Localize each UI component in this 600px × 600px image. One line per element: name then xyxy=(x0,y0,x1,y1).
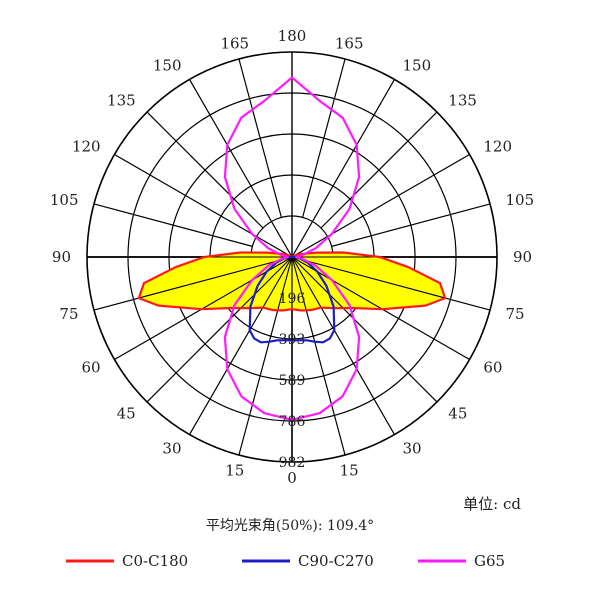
grid-spoke xyxy=(291,79,396,258)
grid-spoke xyxy=(238,296,282,456)
angle-tick-labels: 0 15 15 30 30 45 45 60 60 75 75 90 90 105 105 120 120 135… xyxy=(50,27,534,487)
fill-spoke xyxy=(138,256,293,311)
angle-tick-label: 165 xyxy=(220,35,249,53)
angle-tick-label: 75 xyxy=(59,305,78,323)
grid-spoke xyxy=(146,111,264,229)
radial-tick-label: 786 xyxy=(279,414,306,430)
angle-tick-label: 150 xyxy=(153,57,182,75)
angle-tick-label: 135 xyxy=(448,92,477,110)
fill-spoke xyxy=(291,256,395,311)
grid-spoke xyxy=(238,58,282,218)
angle-tick-label: 15 xyxy=(225,462,244,480)
fill-spoke xyxy=(189,256,293,311)
radial-tick-label: 393 xyxy=(279,332,306,348)
legend-label-c0-c180: C0-C180 xyxy=(122,552,188,570)
angle-tick-label: 90 xyxy=(513,248,532,266)
angle-tick-label: 75 xyxy=(506,305,525,323)
grid-spoke xyxy=(302,58,346,218)
fill-spoke xyxy=(146,256,293,311)
grid-spoke xyxy=(188,79,293,258)
unit-label: 单位: cd xyxy=(463,495,521,513)
angle-tick-label: 135 xyxy=(107,92,136,110)
legend-label-g65: G65 xyxy=(474,552,505,570)
angle-tick-label: 120 xyxy=(72,138,101,156)
radial-tick-labels: 196 393 589 786 982 xyxy=(279,291,306,471)
angle-tick-label: 165 xyxy=(335,35,364,53)
grid-spoke xyxy=(320,111,438,229)
angle-tick-label: 105 xyxy=(50,191,79,209)
grid-spoke xyxy=(114,153,293,258)
grid-spoke xyxy=(291,153,470,258)
angle-tick-label: 45 xyxy=(448,404,467,422)
legend-label-c90-c270: C90-C270 xyxy=(298,552,374,570)
angle-tick-label: 30 xyxy=(403,439,422,457)
fill-spoke xyxy=(291,256,446,311)
angle-tick-label: 0 xyxy=(287,469,297,487)
radial-tick-label: 982 xyxy=(279,455,306,471)
angle-tick-label: 30 xyxy=(162,439,181,457)
angle-tick-label: 60 xyxy=(82,359,101,377)
angle-tick-label: 120 xyxy=(483,138,512,156)
angle-tick-label: 150 xyxy=(403,57,432,75)
fill-spoke xyxy=(238,256,293,311)
radial-tick-label: 589 xyxy=(279,373,306,389)
grid-spoke xyxy=(331,203,491,247)
fill-spoke xyxy=(291,256,438,311)
series-line-c90-c270 xyxy=(248,255,336,344)
angle-tick-label: 45 xyxy=(117,404,136,422)
angle-tick-label: 105 xyxy=(506,191,535,209)
angle-tick-label: 90 xyxy=(52,248,71,266)
angle-tick-label: 60 xyxy=(483,359,502,377)
angle-tick-label: 180 xyxy=(278,27,307,45)
fill-spoke xyxy=(291,256,346,311)
grid-spoke xyxy=(93,203,253,247)
legend: C0-C180 C90-C270 G65 xyxy=(66,552,505,570)
series-line-g65 xyxy=(223,76,361,421)
grid-spoke xyxy=(302,296,346,456)
beam-angle-label: 平均光束角(50%): 109.4° xyxy=(206,518,374,534)
angle-tick-label: 15 xyxy=(340,462,359,480)
radial-tick-label: 196 xyxy=(279,291,306,307)
